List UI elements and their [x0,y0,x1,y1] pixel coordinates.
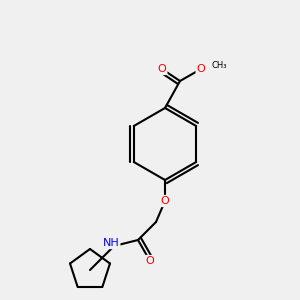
Text: O: O [158,64,166,74]
Text: O: O [160,196,169,206]
Text: CH₃: CH₃ [211,61,227,70]
Text: NH: NH [103,238,119,248]
Text: O: O [146,256,154,266]
Text: O: O [196,64,206,74]
